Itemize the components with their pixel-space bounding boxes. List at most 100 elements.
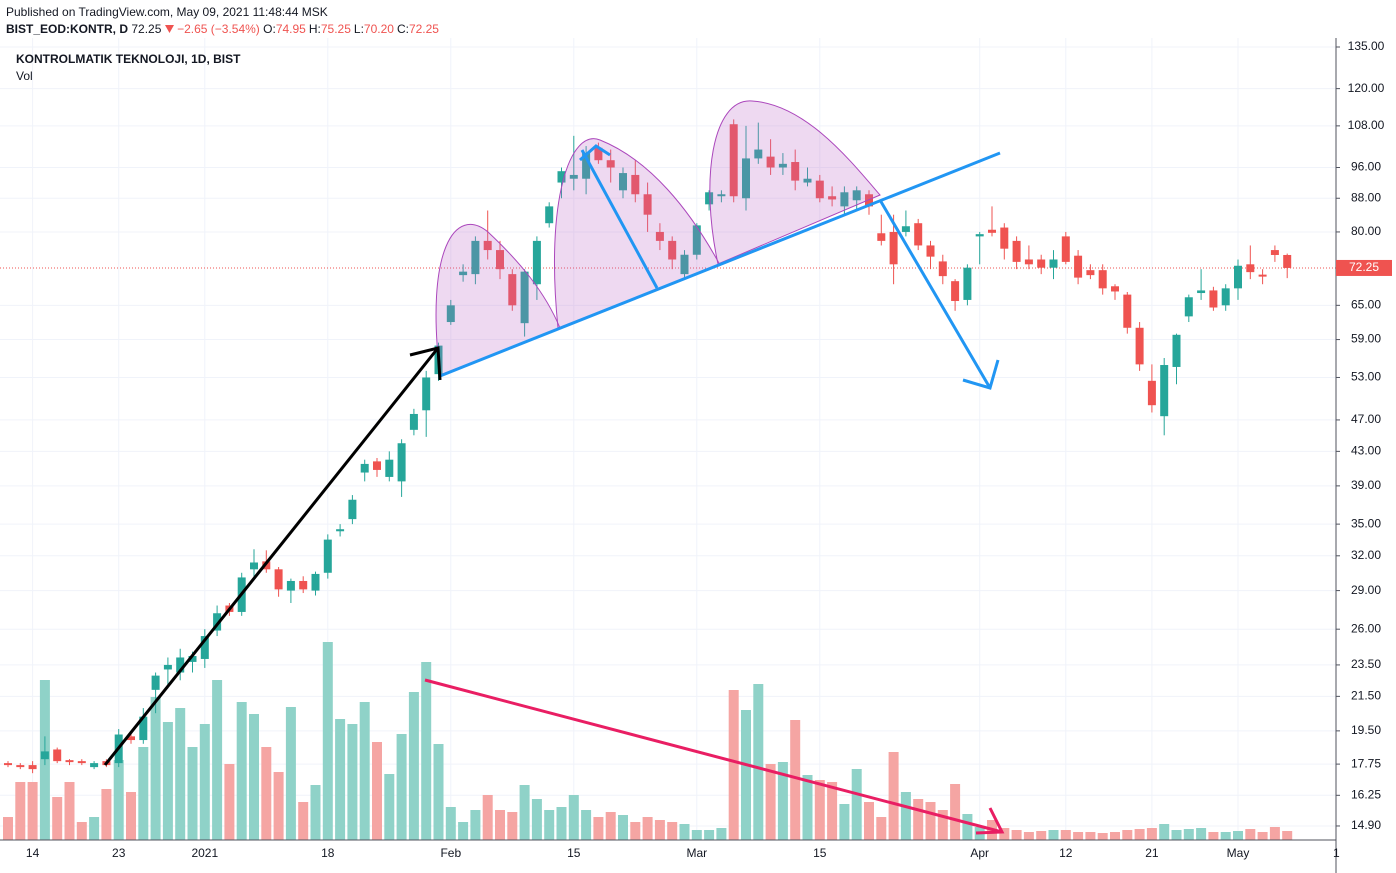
candle-body xyxy=(729,124,738,197)
y-tick-label: 14.90 xyxy=(1351,818,1381,832)
volume-bar xyxy=(310,785,321,840)
price-axis-bg xyxy=(1336,38,1396,873)
y-tick-label: 53.00 xyxy=(1351,370,1381,384)
volume-bar xyxy=(581,810,592,840)
volume-bar xyxy=(458,822,469,840)
candle-body xyxy=(348,499,357,520)
volume-bar xyxy=(741,710,751,840)
candle-body xyxy=(840,192,849,207)
symbol-line: BIST_EOD:KONTR, D 72.25 −2.65 (−3.54%) O… xyxy=(6,22,442,36)
volume-bar xyxy=(1097,833,1108,840)
ohlc: O:74.95 H:75.25 L:70.20 C:72.25 xyxy=(263,22,442,36)
candle-body xyxy=(803,178,812,183)
candle-body xyxy=(1123,294,1132,328)
candle-body xyxy=(53,749,62,762)
volume-bar xyxy=(888,752,899,840)
candle-body xyxy=(1246,264,1255,273)
candle-body xyxy=(1000,227,1009,249)
candle-body xyxy=(963,267,972,300)
candle-body xyxy=(1172,334,1181,367)
candle-body xyxy=(422,377,431,411)
volume-bar xyxy=(1122,830,1133,840)
candle-body xyxy=(1074,255,1083,278)
volume-bar xyxy=(790,720,801,840)
volume-bar xyxy=(495,810,505,840)
candle-body xyxy=(766,156,775,168)
y-tick-label: 47.00 xyxy=(1351,412,1381,426)
x-tick-label: 23 xyxy=(112,846,126,860)
volume-bar xyxy=(1110,832,1120,840)
y-tick-label: 120.00 xyxy=(1348,81,1385,95)
x-tick-label: 12 xyxy=(1059,846,1073,860)
volume-bar xyxy=(1269,827,1280,840)
volume-bar xyxy=(76,822,87,840)
volume-bar xyxy=(470,810,481,840)
last-price-label: 72.25 xyxy=(1349,260,1379,274)
volume-bar xyxy=(150,697,161,840)
candle-body xyxy=(988,229,996,233)
volume-bar xyxy=(261,747,272,840)
candle-body xyxy=(274,569,283,590)
candle-body xyxy=(1221,288,1230,306)
volume-bar xyxy=(827,782,838,840)
volume-bar xyxy=(1048,830,1059,840)
y-tick-label: 17.75 xyxy=(1351,756,1381,770)
volume-bar xyxy=(519,785,530,840)
volume-bar xyxy=(876,817,887,840)
y-tick-label: 35.00 xyxy=(1351,516,1381,530)
volume-bar xyxy=(1036,831,1047,840)
volume-bar xyxy=(1159,824,1170,840)
candle-body xyxy=(951,281,960,302)
volume-bar xyxy=(1134,829,1145,840)
trend-line xyxy=(580,149,659,289)
volume-bar xyxy=(224,764,235,840)
candle-body xyxy=(901,226,910,232)
volume-bar xyxy=(814,780,825,840)
candle-body xyxy=(409,413,418,430)
y-tick-label: 23.50 xyxy=(1351,657,1381,671)
volume-label: Vol xyxy=(16,69,33,83)
shoulder-right xyxy=(709,100,881,265)
volume-bar xyxy=(544,810,555,840)
candle-body xyxy=(40,751,49,760)
volume-bar xyxy=(777,762,788,840)
volume-bar xyxy=(1220,832,1231,840)
x-tick-label: Feb xyxy=(440,846,461,860)
volume-bar xyxy=(482,795,493,840)
volume-bar xyxy=(507,812,518,840)
x-tick-label: 21 xyxy=(1145,846,1159,860)
candle-body xyxy=(1184,297,1193,317)
candle-body xyxy=(754,149,763,159)
volume-bar xyxy=(138,747,149,840)
candle-body xyxy=(188,656,197,662)
volume-bar xyxy=(704,830,715,840)
volume-bar xyxy=(212,680,223,840)
volume-bar xyxy=(1233,831,1243,840)
candle-body xyxy=(569,174,578,179)
candle-body xyxy=(668,240,677,260)
volume-bar xyxy=(433,744,444,840)
x-tick-label: May xyxy=(1227,846,1250,860)
candle-body xyxy=(496,250,504,270)
volume-bar xyxy=(1023,832,1034,840)
candle-body xyxy=(1160,365,1169,417)
volume-bar xyxy=(802,775,813,840)
candle-body xyxy=(520,271,529,324)
candle-body xyxy=(397,443,406,482)
y-tick-label: 21.50 xyxy=(1351,689,1381,703)
volume-bar xyxy=(1011,830,1022,840)
volume-bar xyxy=(199,724,210,840)
volume-bar xyxy=(27,782,38,840)
candle-body xyxy=(213,613,222,631)
y-tick-label: 43.00 xyxy=(1351,444,1381,458)
chart-title: KONTROLMATIK TEKNOLOJI, 1D, BIST xyxy=(16,52,241,66)
candle-body xyxy=(889,231,898,265)
time-axis-bg xyxy=(0,840,1396,873)
candle-body xyxy=(286,580,295,591)
candle-body xyxy=(28,765,37,770)
volume-bar xyxy=(937,810,948,840)
volume-bar xyxy=(753,684,764,840)
volume-bar xyxy=(1196,828,1207,840)
